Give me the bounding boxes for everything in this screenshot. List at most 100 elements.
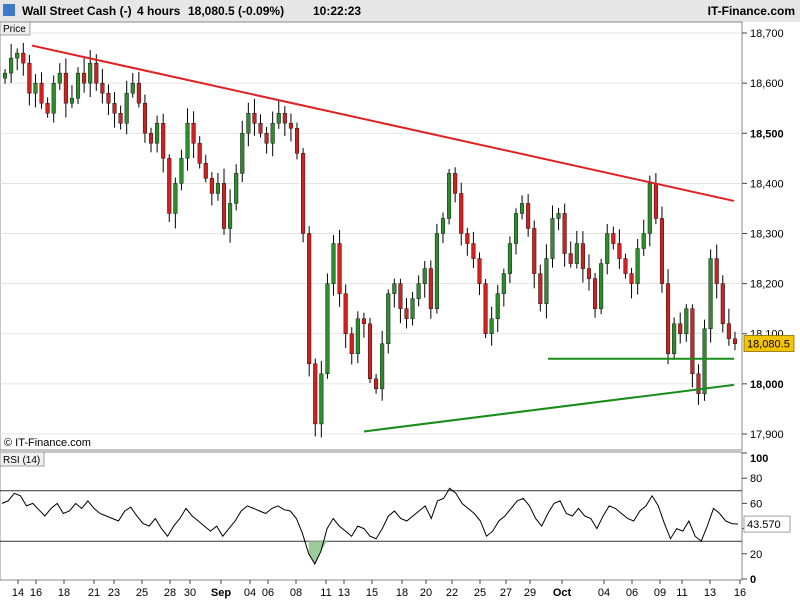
price-tick-label: 17,900 bbox=[750, 429, 784, 441]
x-tick-label: 18 bbox=[58, 587, 70, 599]
rsi-label-box bbox=[0, 451, 45, 467]
candle-body bbox=[440, 218, 446, 234]
candle-body bbox=[343, 293, 348, 334]
x-tick-label: 09 bbox=[654, 587, 666, 599]
candle-body bbox=[374, 378, 379, 390]
candle-body bbox=[611, 233, 616, 244]
candle-body bbox=[288, 123, 293, 129]
x-tick-label: 06 bbox=[262, 587, 274, 599]
candle-body bbox=[732, 338, 737, 344]
candle-body bbox=[380, 343, 385, 390]
candle-body bbox=[386, 293, 391, 344]
candle-body bbox=[678, 323, 683, 334]
candle-body bbox=[538, 273, 543, 304]
rsi-tick-label: 60 bbox=[750, 498, 762, 510]
candle-body bbox=[118, 113, 123, 124]
price-tick-label: 18,500 bbox=[750, 128, 784, 140]
candle-body bbox=[392, 283, 397, 294]
candle-body bbox=[544, 258, 549, 304]
price-tick-label: 18,600 bbox=[750, 78, 784, 90]
candle-body bbox=[702, 328, 707, 395]
candle-body bbox=[550, 218, 555, 259]
candle-body bbox=[313, 363, 318, 425]
candle-body bbox=[659, 218, 664, 284]
candle-body bbox=[209, 178, 214, 194]
candle-body bbox=[319, 373, 324, 425]
price-tick-label: 18,300 bbox=[750, 228, 784, 240]
candle-body bbox=[167, 158, 172, 214]
candle-body bbox=[173, 183, 178, 214]
candle-body bbox=[507, 243, 512, 274]
price-tick-label: 18,000 bbox=[750, 379, 784, 391]
candle-body bbox=[477, 258, 482, 284]
candle-body bbox=[568, 253, 573, 264]
candle-body bbox=[720, 283, 725, 324]
x-tick-label: 04 bbox=[244, 587, 256, 599]
candle-body bbox=[155, 123, 160, 144]
candle-body bbox=[191, 123, 196, 144]
candle-body bbox=[94, 62, 99, 84]
candle-body bbox=[605, 233, 610, 264]
x-tick-label: 25 bbox=[136, 587, 148, 599]
candle-body bbox=[714, 258, 719, 284]
candle-body bbox=[513, 213, 519, 244]
candle-body bbox=[185, 123, 190, 159]
candle-body bbox=[422, 268, 427, 284]
candle-body bbox=[453, 173, 458, 194]
candle-body bbox=[82, 72, 87, 84]
candle-body bbox=[221, 183, 227, 229]
candle-body bbox=[325, 283, 330, 375]
candle-body bbox=[258, 123, 263, 134]
x-tick-label: 18 bbox=[396, 587, 408, 599]
x-tick-label: 20 bbox=[420, 587, 432, 599]
candle-body bbox=[57, 72, 62, 84]
candle-body bbox=[495, 293, 500, 319]
candle-body bbox=[161, 123, 166, 159]
candle-body bbox=[586, 268, 591, 279]
candle-body bbox=[428, 268, 433, 309]
resistance-line bbox=[31, 44, 735, 202]
candle-body bbox=[106, 92, 111, 104]
candle-body bbox=[142, 102, 147, 134]
header-timeframe: 4 hours bbox=[137, 4, 181, 18]
candle-body bbox=[252, 113, 257, 124]
candle-body bbox=[282, 113, 287, 124]
x-tick-label: 22 bbox=[446, 587, 458, 599]
x-tick-label: 28 bbox=[164, 587, 176, 599]
x-tick-label: 15 bbox=[366, 587, 378, 599]
candle-body bbox=[593, 278, 598, 309]
candle-body bbox=[246, 113, 251, 134]
rsi-last-label: 43.570 bbox=[747, 519, 781, 531]
candle-body bbox=[501, 273, 506, 294]
candle-body bbox=[526, 203, 531, 229]
rsi-tick-label: 20 bbox=[750, 549, 762, 561]
candle-body bbox=[228, 203, 233, 229]
candle-body bbox=[234, 173, 239, 204]
candle-body bbox=[471, 243, 476, 259]
candle-body bbox=[33, 82, 38, 94]
rsi-tick-label: 80 bbox=[750, 473, 762, 485]
candle-body bbox=[520, 203, 525, 214]
candle-body bbox=[69, 97, 74, 104]
candle-body bbox=[580, 243, 585, 269]
x-tick-label: 08 bbox=[290, 587, 302, 599]
candle-body bbox=[301, 153, 306, 234]
candle-body bbox=[726, 323, 731, 339]
header-icon[interactable] bbox=[3, 4, 15, 16]
last-price-label: 18,080.5 bbox=[747, 339, 790, 351]
price-label: Price bbox=[3, 24, 26, 35]
candle-body bbox=[203, 163, 208, 179]
candle-body bbox=[617, 243, 622, 259]
candle-body bbox=[684, 308, 689, 334]
x-tick-label: 25 bbox=[474, 587, 486, 599]
x-tick-label: 23 bbox=[108, 587, 120, 599]
candle-body bbox=[599, 263, 604, 309]
header-bar bbox=[0, 0, 800, 22]
candle-body bbox=[489, 318, 494, 334]
candle-body bbox=[672, 323, 677, 354]
x-tick-label: 21 bbox=[88, 587, 100, 599]
candle-body bbox=[51, 82, 56, 114]
candle-body bbox=[215, 183, 220, 194]
